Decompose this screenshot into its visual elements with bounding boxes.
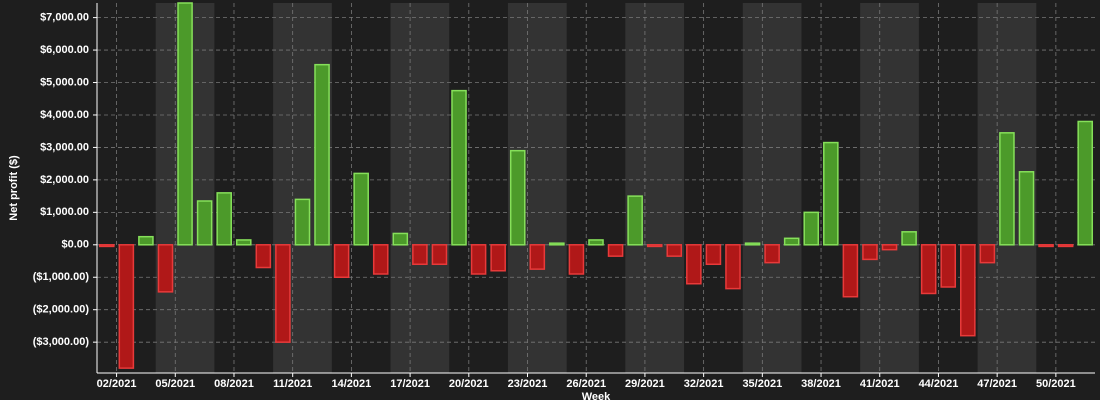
bar (588, 239, 604, 246)
x-tick-label: 20/2021 (449, 378, 489, 390)
x-tick-label: 35/2021 (742, 378, 782, 390)
x-tick-label: 26/2021 (566, 378, 606, 390)
x-tick-label: 23/2021 (508, 378, 548, 390)
bar (823, 141, 839, 246)
x-tick-label: 14/2021 (332, 378, 372, 390)
bar (157, 244, 174, 293)
y-tick-label: ($1,000.00) (33, 271, 90, 283)
bar (1077, 120, 1094, 246)
bar (431, 244, 448, 266)
x-tick-label: 08/2021 (214, 378, 254, 390)
bar (901, 231, 917, 246)
bar (764, 244, 780, 264)
y-tick-label: ($3,000.00) (33, 336, 90, 348)
bar (372, 244, 389, 275)
stripe (625, 3, 685, 373)
y-tick-label: $6,000.00 (40, 44, 89, 56)
bar (333, 244, 350, 279)
bar (255, 244, 272, 269)
y-tick-label: $3,000.00 (40, 141, 89, 153)
x-tick-label: 05/2021 (155, 378, 195, 390)
bar (509, 149, 526, 246)
y-tick-label: $2,000.00 (40, 174, 89, 186)
bar (862, 244, 878, 261)
x-tick-label: 44/2021 (919, 378, 959, 390)
y-tick-label: $1,000.00 (40, 206, 89, 218)
bar (744, 242, 761, 246)
bar (686, 244, 702, 285)
x-axis-title: Week (582, 391, 611, 400)
x-tick-label: 38/2021 (801, 378, 841, 390)
bar (842, 244, 859, 298)
y-axis-title: Net profit ($) (8, 155, 20, 221)
y-tick-label: ($2,000.00) (33, 304, 90, 316)
x-tick-label: 50/2021 (1036, 378, 1076, 390)
bar (118, 244, 135, 369)
bar (451, 89, 467, 246)
bar (1057, 244, 1074, 248)
x-tick-label: 41/2021 (860, 378, 900, 390)
bar (705, 244, 722, 266)
bar (138, 235, 154, 246)
x-tick-label: 17/2021 (390, 378, 430, 390)
bar (353, 172, 369, 246)
bar (940, 244, 957, 288)
bar (646, 244, 663, 248)
y-tick-label: $5,000.00 (40, 76, 89, 88)
bar (529, 244, 546, 270)
stripe (860, 3, 919, 373)
bar (960, 244, 976, 337)
x-tick-label: 47/2021 (977, 378, 1017, 390)
stripe (742, 3, 802, 373)
bar (216, 192, 232, 246)
stripe (390, 3, 450, 373)
bar (1038, 244, 1054, 248)
bar (294, 198, 311, 246)
x-tick-label: 32/2021 (684, 378, 724, 390)
bar (490, 244, 506, 272)
bar (666, 244, 683, 257)
bar (470, 244, 487, 275)
bar (783, 237, 800, 246)
bar (999, 132, 1015, 246)
bar (235, 239, 252, 246)
bar (607, 244, 624, 257)
bar (392, 232, 409, 246)
bar (549, 242, 565, 246)
bar (920, 244, 937, 295)
x-tick-label: 02/2021 (97, 378, 137, 390)
bar (881, 244, 898, 251)
bar (196, 200, 213, 246)
y-tick-label: $0.00 (61, 239, 89, 251)
bar (725, 244, 741, 290)
x-tick-label: 11/2021 (273, 378, 312, 390)
bar (803, 211, 820, 246)
y-tick-label: $7,000.00 (40, 12, 89, 24)
y-tick-label: $4,000.00 (40, 109, 89, 121)
bar (979, 244, 996, 264)
bar (1018, 171, 1035, 246)
bar (314, 63, 330, 246)
bar (275, 244, 291, 343)
bar (98, 244, 115, 248)
bar (177, 2, 193, 246)
bar (412, 244, 428, 266)
x-tick-label: 29/2021 (625, 378, 665, 390)
bar (568, 244, 585, 275)
bar (627, 195, 643, 246)
